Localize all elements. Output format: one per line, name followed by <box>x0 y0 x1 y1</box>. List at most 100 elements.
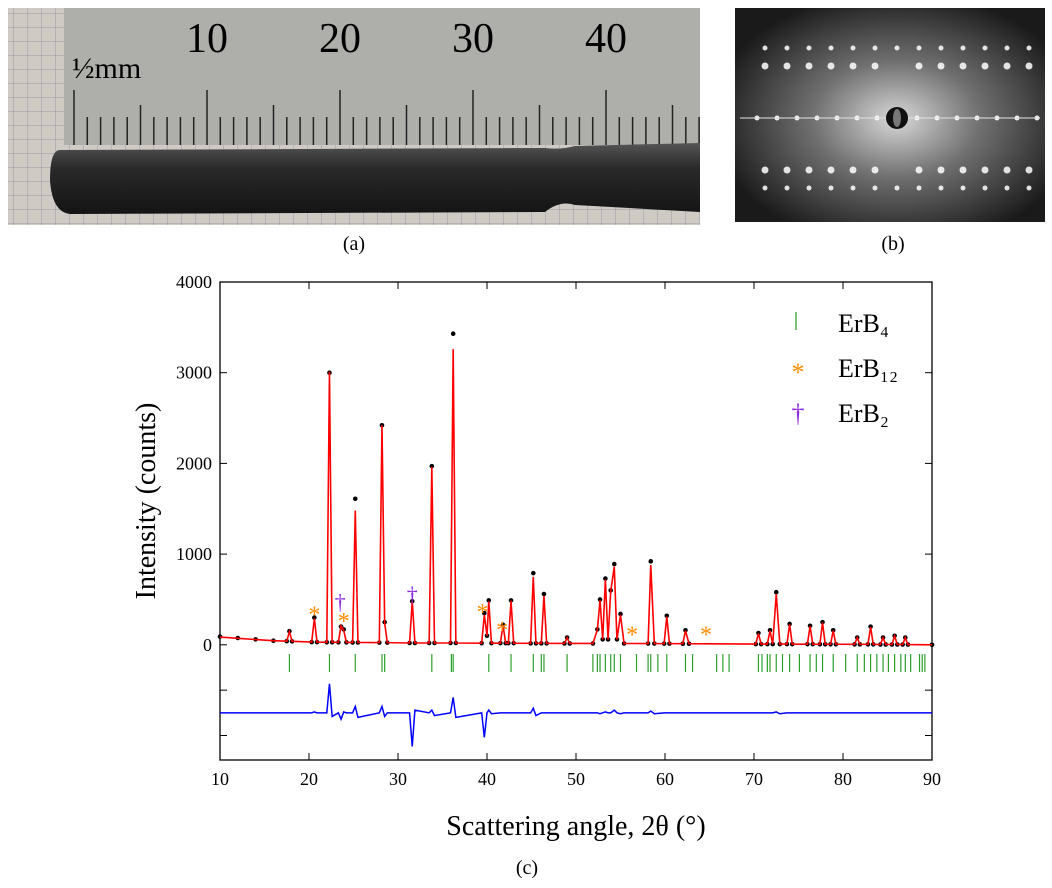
ruler-label: 40 <box>585 16 627 62</box>
x-tick-label: 70 <box>745 769 763 789</box>
x-tick-label: 40 <box>478 769 496 789</box>
phase-marker: * <box>308 603 320 629</box>
observed-point <box>868 624 873 629</box>
observed-point <box>756 630 761 636</box>
spot <box>915 166 923 174</box>
spot <box>960 185 966 191</box>
panel-label: (a) <box>343 233 365 255</box>
panel-label: (c) <box>516 857 538 879</box>
legend-marker: * <box>792 358 805 387</box>
spot <box>850 45 856 51</box>
spot <box>894 45 900 51</box>
spot <box>827 166 835 174</box>
legend-label: ErB₄ <box>838 309 889 338</box>
difference-line <box>220 683 932 747</box>
observed-point <box>450 331 456 337</box>
spot <box>959 62 967 70</box>
phase-marker: * <box>496 618 508 644</box>
y-axis-label: Intensity (counts) <box>131 403 162 600</box>
spot <box>849 166 857 174</box>
phase-marker: † <box>407 582 418 607</box>
observed-point <box>683 627 688 633</box>
observed-point <box>603 576 608 581</box>
spot <box>783 166 791 174</box>
observed-point <box>648 559 654 564</box>
spot <box>938 45 944 51</box>
observed-point <box>807 623 813 629</box>
spot <box>761 166 769 174</box>
x-tick-label: 30 <box>389 769 407 789</box>
x-tick-label: 10 <box>211 769 229 789</box>
spot <box>1003 62 1011 70</box>
spot <box>894 185 900 191</box>
spot <box>960 45 966 51</box>
spot <box>915 62 923 70</box>
y-tick-label: 3000 <box>176 363 212 383</box>
spot <box>850 185 856 191</box>
spot <box>1003 166 1011 174</box>
observed-point <box>618 611 623 617</box>
observed-point <box>664 613 670 619</box>
spot <box>916 185 922 191</box>
y-tick-label: 2000 <box>176 453 212 473</box>
spot <box>761 62 769 70</box>
observed-point <box>352 496 358 502</box>
calculated-line <box>219 349 933 646</box>
ruler-label: 10 <box>186 16 228 62</box>
observed-point <box>508 598 514 603</box>
legend-label: ErB₂ <box>838 399 889 428</box>
plot-frame <box>219 281 933 761</box>
spot <box>982 45 988 51</box>
spot <box>783 62 791 70</box>
chart: 10 20 30 40 50 60 70 80 90 0 1000 2000 3000 4000 Scatt… <box>131 272 941 842</box>
ruler-note: ½mm <box>72 52 141 85</box>
spot <box>1026 185 1032 191</box>
spot <box>982 185 988 191</box>
observed-point <box>541 591 547 597</box>
phase-marker: * <box>338 609 350 635</box>
spot <box>937 62 945 70</box>
ruler-label: 20 <box>319 16 361 62</box>
spot <box>762 185 768 191</box>
x-tick-label: 50 <box>567 769 585 789</box>
y-tick-label: 0 <box>203 635 212 655</box>
observed-point <box>820 619 825 625</box>
spot <box>872 185 878 191</box>
observed-point <box>500 622 506 628</box>
observed-point <box>486 598 492 603</box>
phase-marker: * <box>626 622 638 648</box>
phase-marker: * <box>477 600 489 626</box>
spot <box>937 166 945 174</box>
spot <box>1004 185 1010 191</box>
observed-point <box>530 570 536 576</box>
spot <box>762 45 768 51</box>
spot <box>828 45 834 51</box>
photo-b <box>735 8 1045 222</box>
spot <box>959 166 967 174</box>
spot <box>981 62 989 70</box>
x-tick-label: 80 <box>834 769 852 789</box>
spot <box>805 62 813 70</box>
legend-label: ErB₁₂ <box>838 354 898 383</box>
spot <box>784 185 790 191</box>
observed-point <box>787 621 792 627</box>
spot <box>1025 166 1033 174</box>
spot <box>849 62 857 70</box>
y-tick-label: 1000 <box>176 544 212 564</box>
spot <box>1004 45 1010 51</box>
x-tick-label: 60 <box>656 769 674 789</box>
phase-marker: * <box>700 622 712 648</box>
observed-point <box>767 627 773 633</box>
panel-label: (b) <box>881 233 904 255</box>
spot <box>916 45 922 51</box>
spot <box>784 45 790 51</box>
observed-point <box>597 597 603 602</box>
spot <box>871 166 879 174</box>
spot <box>805 166 813 174</box>
spot <box>806 185 812 191</box>
phase-marker: † <box>335 589 346 614</box>
spot <box>938 185 944 191</box>
x-axis-label: Scattering angle, 2θ (°) <box>446 811 705 842</box>
spot <box>872 45 878 51</box>
